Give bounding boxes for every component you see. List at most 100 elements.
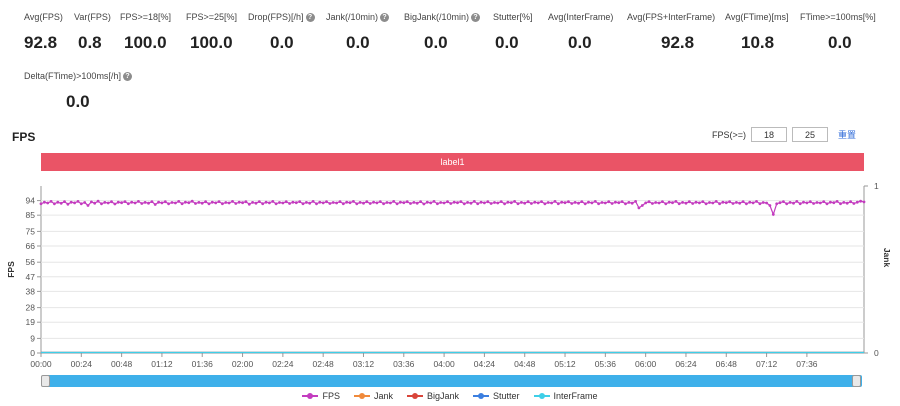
fps-point [436, 202, 439, 206]
fps-point [587, 200, 590, 204]
label-bar[interactable]: label1 [41, 153, 864, 171]
y2-tick-label: 1 [874, 181, 879, 191]
fps-point [405, 200, 409, 204]
fps-point [540, 200, 543, 203]
zoom-slider-left-handle[interactable] [41, 375, 50, 387]
legend-item-interframe[interactable]: InterFrame [533, 391, 598, 401]
metric-label-text: Avg(FPS) [24, 12, 63, 22]
metric-value: 0.0 [66, 92, 90, 111]
zoom-slider-right-handle[interactable] [852, 375, 861, 387]
fps-point [425, 200, 429, 204]
y-tick-label: 28 [26, 303, 36, 313]
fps-point [553, 200, 557, 203]
fps-point [483, 201, 486, 205]
fps-point [506, 200, 510, 204]
fps-point [375, 201, 379, 205]
fps-point [597, 202, 600, 206]
legend-item-bigjank[interactable]: BigJank [406, 391, 459, 401]
fps-point [607, 200, 611, 204]
metric-label-text: FPS>=25[%] [186, 12, 238, 22]
fps-point [123, 200, 127, 203]
y-tick-label: 66 [26, 241, 36, 251]
metric-label: Var(FPS) [74, 12, 111, 22]
reset-button[interactable]: 重置 [838, 130, 857, 140]
fps-point [698, 201, 701, 205]
fps-point [294, 201, 298, 205]
metric-item: Var(FPS) 0.8 [74, 12, 111, 53]
fps-point [546, 201, 550, 204]
metric-value: 10.8 [741, 33, 775, 52]
fps-point [785, 202, 789, 206]
help-icon[interactable]: ? [380, 12, 390, 22]
fps-point [338, 200, 342, 203]
metric-value: 0.8 [78, 33, 102, 52]
fps-point [170, 201, 174, 204]
fps-point [331, 201, 335, 204]
fps-point [862, 200, 866, 204]
y-tick-label: 94 [26, 196, 36, 206]
metric-value: 92.8 [24, 33, 58, 52]
metric-value: 0.0 [346, 33, 370, 52]
fps-point [106, 201, 110, 205]
metric-item: FPS>=25[%] 100.0 [186, 12, 237, 53]
fps-point [835, 200, 839, 203]
fps-point [657, 201, 661, 205]
fps-point [49, 200, 53, 203]
fps-point [714, 200, 718, 203]
fps-point [452, 200, 456, 204]
fps-point [214, 201, 218, 205]
fps-point [603, 201, 607, 205]
legend-item-stutter[interactable]: Stutter [473, 391, 520, 401]
fps-point [93, 201, 97, 205]
fps-point [358, 201, 362, 204]
fps-point [157, 200, 161, 204]
fps-point [647, 200, 651, 204]
fps-point [822, 200, 826, 203]
fps-point [640, 204, 644, 207]
fps-point [261, 202, 265, 206]
fps-point [718, 202, 721, 206]
fps-point [348, 201, 352, 205]
fps-point [462, 202, 466, 206]
fps-point [221, 202, 224, 206]
legend-item-jank[interactable]: Jank [353, 391, 393, 401]
help-icon[interactable]: ? [471, 12, 481, 22]
fps-point [137, 200, 140, 203]
help-icon[interactable]: ? [305, 12, 315, 22]
y-tick-label: 9 [30, 333, 35, 343]
fps-point [291, 200, 295, 204]
fps-point [184, 200, 187, 204]
fps-point [321, 201, 325, 205]
y-tick-label: 19 [26, 317, 36, 327]
fps-point [335, 201, 338, 205]
x-tick-label: 04:24 [474, 359, 496, 369]
fps-point [264, 200, 268, 204]
help-icon[interactable]: ? [122, 71, 132, 81]
fps-point [745, 202, 748, 206]
metric-label: Delta(FTime)>100ms[/h]? [24, 71, 132, 81]
fps-threshold-input-2[interactable] [792, 127, 829, 142]
fps-point [550, 201, 553, 205]
x-tick-label: 06:00 [635, 359, 657, 369]
fps-point [667, 200, 671, 204]
legend-line-icon [533, 393, 550, 399]
fps-point [153, 203, 157, 206]
fps-point [664, 202, 668, 206]
fps-point [530, 202, 533, 205]
legend-item-fps[interactable]: FPS [302, 391, 340, 401]
fps-point [600, 201, 604, 204]
fps-threshold-input-1[interactable] [751, 127, 788, 142]
x-tick-label: 02:00 [232, 359, 254, 369]
metric-label-text: Drop(FPS)[/h] [248, 12, 304, 22]
metric-label-text: Jank(/10min) [326, 12, 379, 22]
zoom-slider-track[interactable] [44, 375, 862, 387]
fps-point [395, 202, 399, 206]
fps-point [355, 202, 359, 206]
metric-item: Drop(FPS)[/h]? 0.0 [248, 12, 315, 53]
legend-label: Jank [373, 391, 393, 401]
fps-point [210, 200, 214, 204]
fps-point [590, 201, 594, 205]
fps-point [133, 201, 137, 205]
fps-point [691, 202, 695, 205]
